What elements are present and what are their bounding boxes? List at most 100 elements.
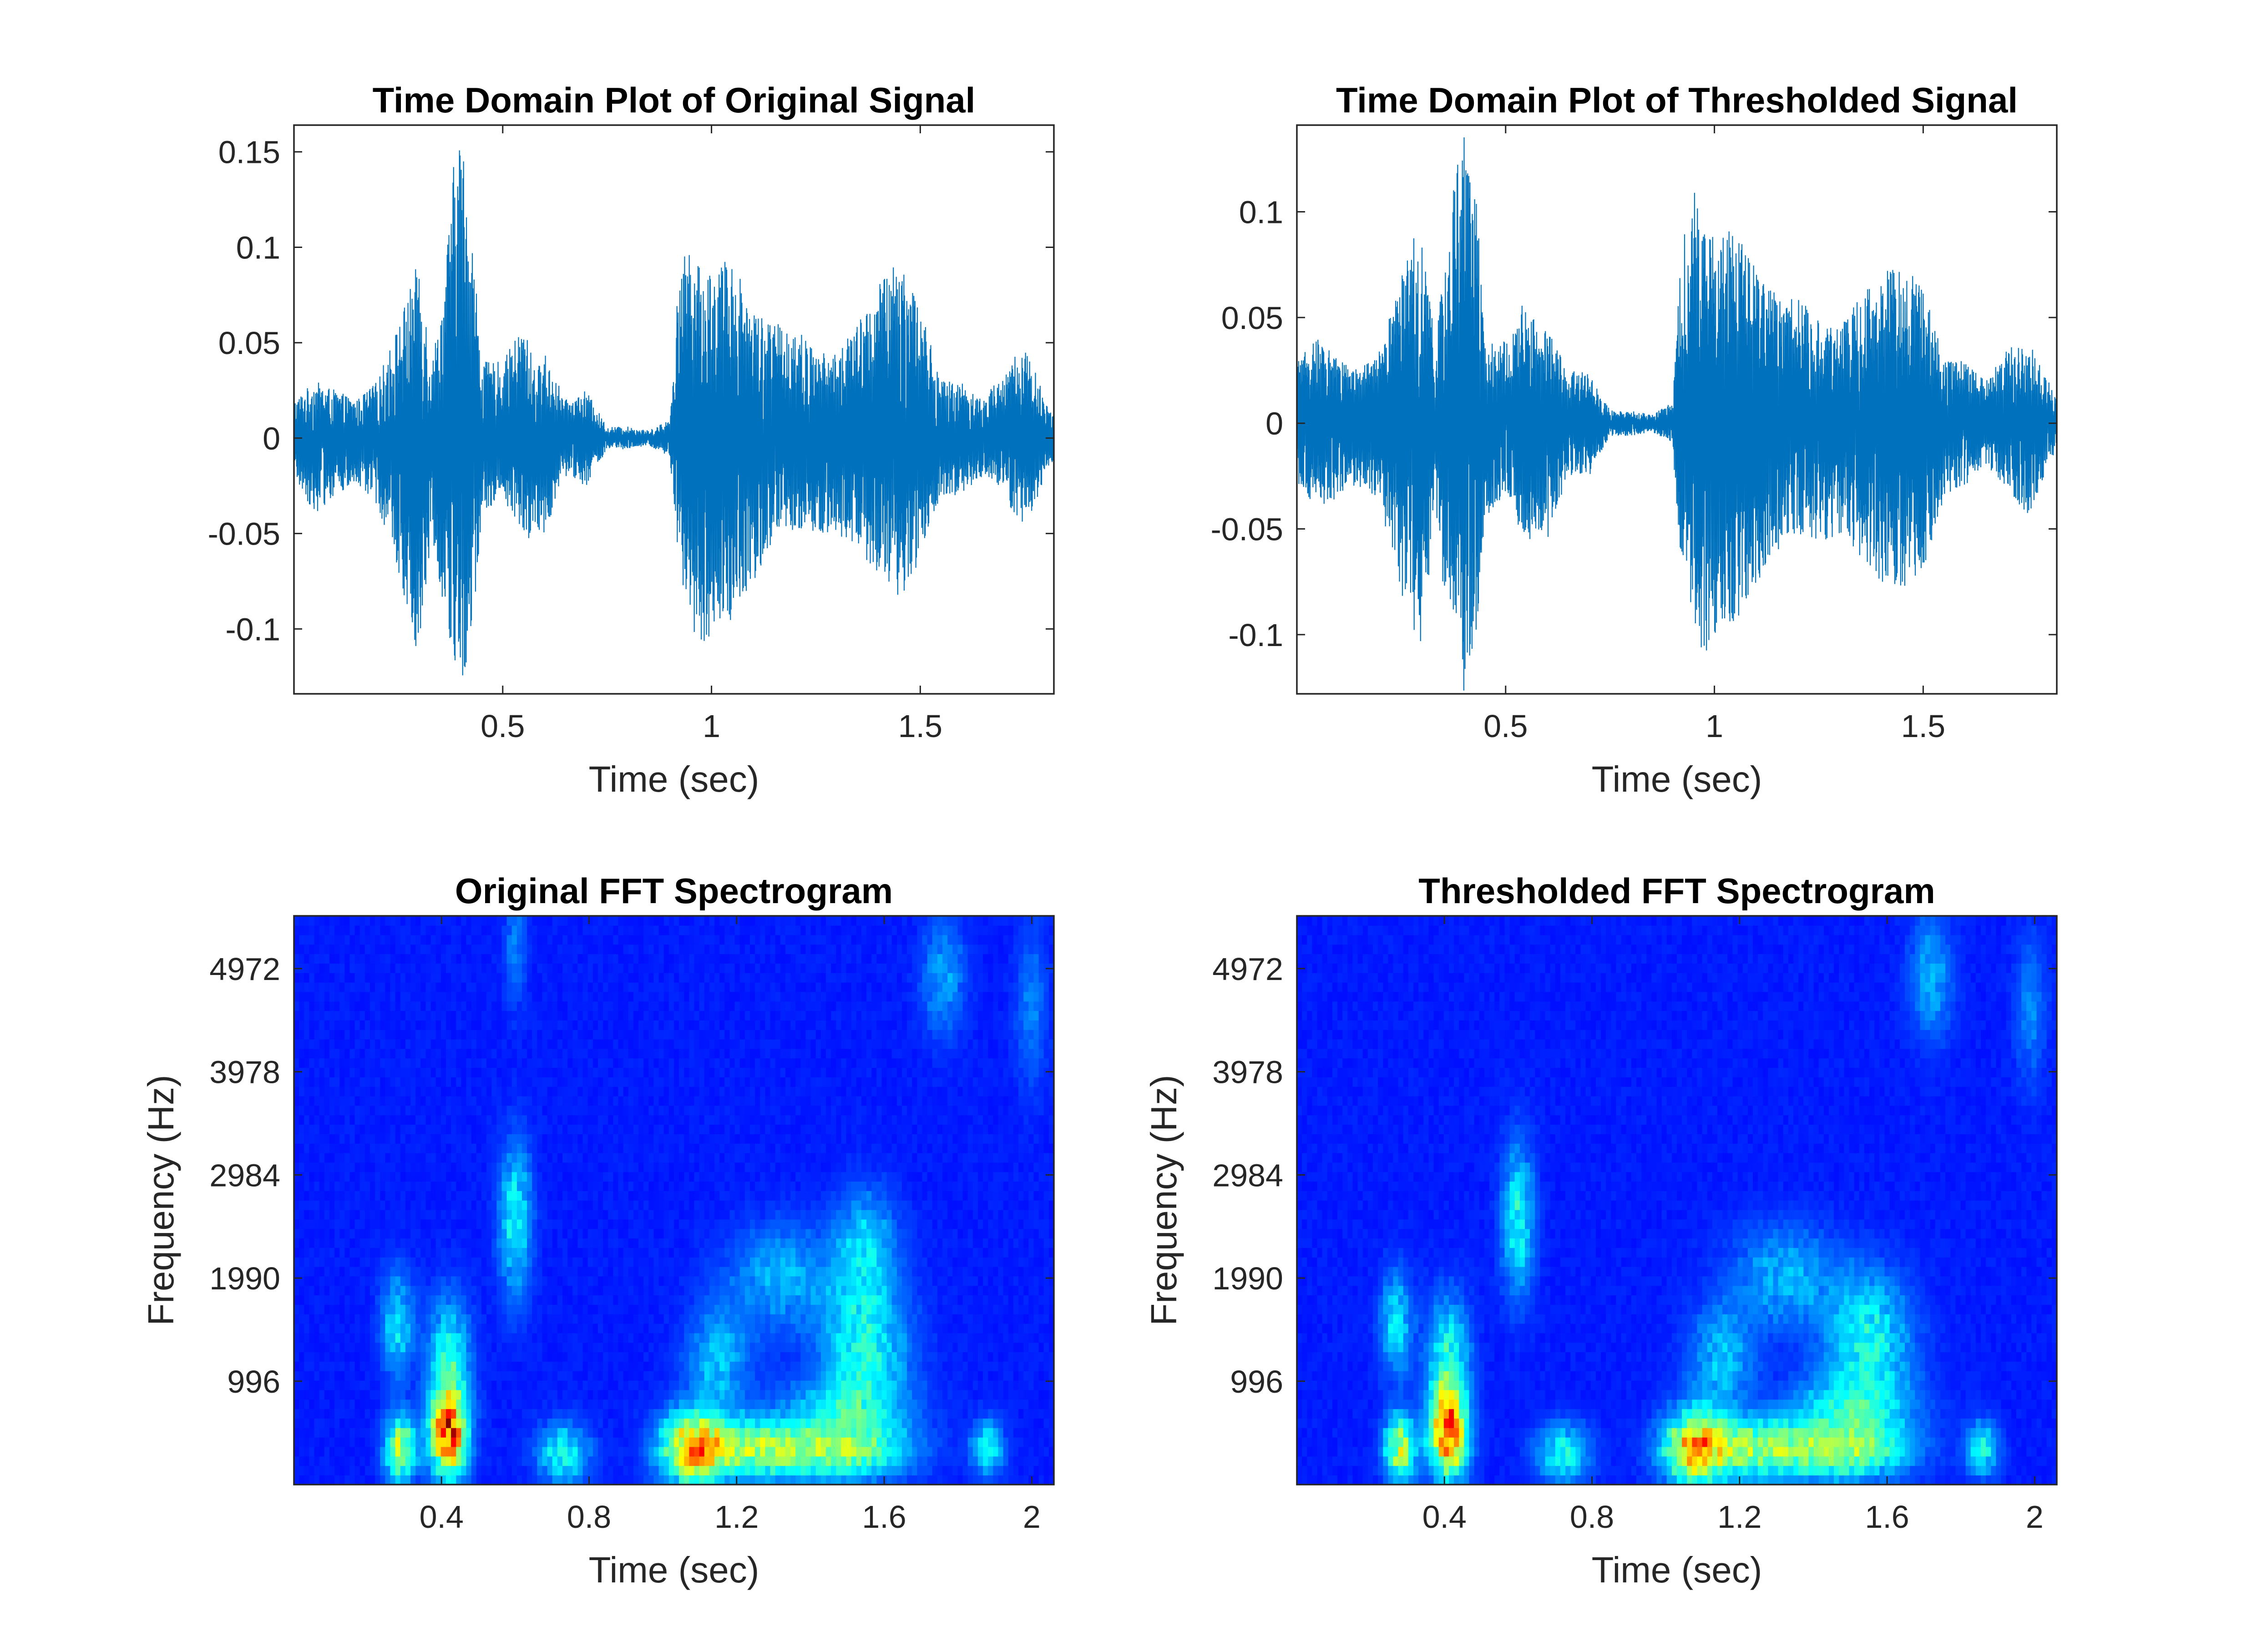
spectrogram-cell <box>552 1077 558 1087</box>
spectrogram-cell <box>491 1209 497 1220</box>
spectrogram-cell <box>618 1143 624 1153</box>
spectrogram-cell <box>415 1456 421 1466</box>
spectrogram-cell <box>532 1248 538 1258</box>
spectrogram-cell <box>522 1048 527 1059</box>
spectrogram-cell <box>638 935 644 945</box>
spectrogram-cell <box>501 1143 507 1153</box>
spectrogram-cell <box>577 1191 583 1201</box>
spectrogram-cell <box>415 1020 421 1030</box>
spectrogram-cell <box>663 1437 669 1447</box>
spectrogram-cell <box>582 1389 588 1400</box>
spectrogram-cell <box>522 1257 527 1267</box>
spectrogram-cell <box>522 925 527 935</box>
spectrogram-cell <box>694 1219 700 1229</box>
spectrogram-cell <box>532 1456 538 1466</box>
spectrogram-cell <box>339 1371 345 1381</box>
spectrogram-cell <box>395 1172 401 1182</box>
spectrogram-cell <box>638 1039 644 1049</box>
spectrogram-cell <box>699 1456 705 1466</box>
spectrogram-cell <box>623 1152 629 1163</box>
spectrogram-cell <box>658 916 664 926</box>
spectrogram-cell <box>689 1285 695 1296</box>
spectrogram-cell <box>299 1030 304 1040</box>
spectrogram-cell <box>684 1257 690 1267</box>
spectrogram-cell <box>420 1172 426 1182</box>
spectrogram-cell <box>410 1067 416 1077</box>
spectrogram-cell <box>324 1219 330 1229</box>
spectrogram-cell <box>344 1314 350 1324</box>
spectrogram-cell <box>527 1456 532 1466</box>
spectrogram-cell <box>415 1077 421 1087</box>
spectrogram-cell <box>435 1399 441 1410</box>
spectrogram-cell <box>633 1010 639 1021</box>
spectrogram-cell <box>704 1314 710 1324</box>
spectrogram-cell <box>299 1001 304 1011</box>
spectrogram-cell <box>375 1077 380 1087</box>
spectrogram-cell <box>344 1209 350 1220</box>
spectrogram-cell <box>587 1228 593 1239</box>
spectrogram-cell <box>704 973 710 983</box>
spectrogram-cell <box>623 925 629 935</box>
spectrogram-cell <box>451 1389 456 1400</box>
spectrogram-cell <box>410 1304 416 1314</box>
spectrogram-cell <box>471 1371 477 1381</box>
spectrogram-cell <box>592 1285 598 1296</box>
spectrogram-cell <box>694 1437 700 1447</box>
spectrogram-cell <box>319 1200 325 1210</box>
spectrogram-cell <box>405 1418 411 1428</box>
spectrogram-cell <box>420 991 426 1002</box>
spectrogram-cell <box>577 1001 583 1011</box>
spectrogram-cell <box>466 1409 472 1419</box>
spectrogram-cell <box>527 1266 532 1277</box>
spectrogram-cell <box>653 1371 659 1381</box>
spectrogram-cell <box>572 1389 578 1400</box>
spectrogram-cell <box>537 1371 543 1381</box>
spectrogram-cell <box>471 1475 477 1485</box>
spectrogram-cell <box>557 944 563 955</box>
spectrogram-cell <box>466 1314 472 1324</box>
spectrogram-cell <box>699 1285 705 1296</box>
spectrogram-cell <box>349 1314 355 1324</box>
spectrogram-cell <box>446 1209 451 1220</box>
spectrogram-cell <box>516 1077 522 1087</box>
spectrogram-cell <box>299 982 304 992</box>
spectrogram-cell <box>415 1181 421 1191</box>
spectrogram-cell <box>486 973 492 983</box>
spectrogram-cell <box>542 1371 548 1381</box>
spectrogram-cell <box>699 1465 705 1475</box>
spectrogram-cell <box>532 1191 538 1201</box>
spectrogram-cell <box>491 1276 497 1286</box>
spectrogram-cell <box>299 1058 304 1068</box>
spectrogram-cell <box>567 1172 573 1182</box>
spectrogram-cell <box>496 1361 502 1371</box>
spectrogram-cell <box>557 1352 563 1362</box>
spectrogram-cell <box>405 1115 411 1125</box>
spectrogram-cell <box>618 1361 624 1371</box>
spectrogram-cell <box>430 1200 436 1210</box>
spectrogram-cell <box>435 1342 441 1353</box>
spectrogram-cell <box>319 1342 325 1353</box>
spectrogram-cell <box>319 1086 325 1096</box>
spectrogram-cell <box>613 1172 619 1182</box>
spectrogram-cell <box>689 1010 695 1021</box>
spectrogram-cell <box>299 1276 304 1286</box>
spectrogram-cell <box>547 1001 553 1011</box>
spectrogram-cell <box>446 1285 451 1296</box>
spectrogram-cell <box>668 944 674 955</box>
spectrogram-cell <box>592 1409 598 1419</box>
spectrogram-cell <box>294 1124 299 1134</box>
spectrogram-cell <box>354 1134 360 1144</box>
spectrogram-cell <box>577 1228 583 1239</box>
spectrogram-cell <box>694 1342 700 1353</box>
spectrogram-cell <box>562 1304 568 1314</box>
spectrogram-cell <box>294 1020 299 1030</box>
spectrogram-cell <box>309 1058 315 1068</box>
spectrogram-cell <box>501 1380 507 1390</box>
spectrogram-cell <box>694 1389 700 1400</box>
spectrogram-cell <box>324 1304 330 1314</box>
spectrogram-cell <box>547 1276 553 1286</box>
spectrogram-cell <box>364 1257 370 1267</box>
spectrogram-cell <box>375 1295 380 1305</box>
spectrogram-cell <box>511 1257 517 1267</box>
spectrogram-cell <box>603 1020 608 1030</box>
